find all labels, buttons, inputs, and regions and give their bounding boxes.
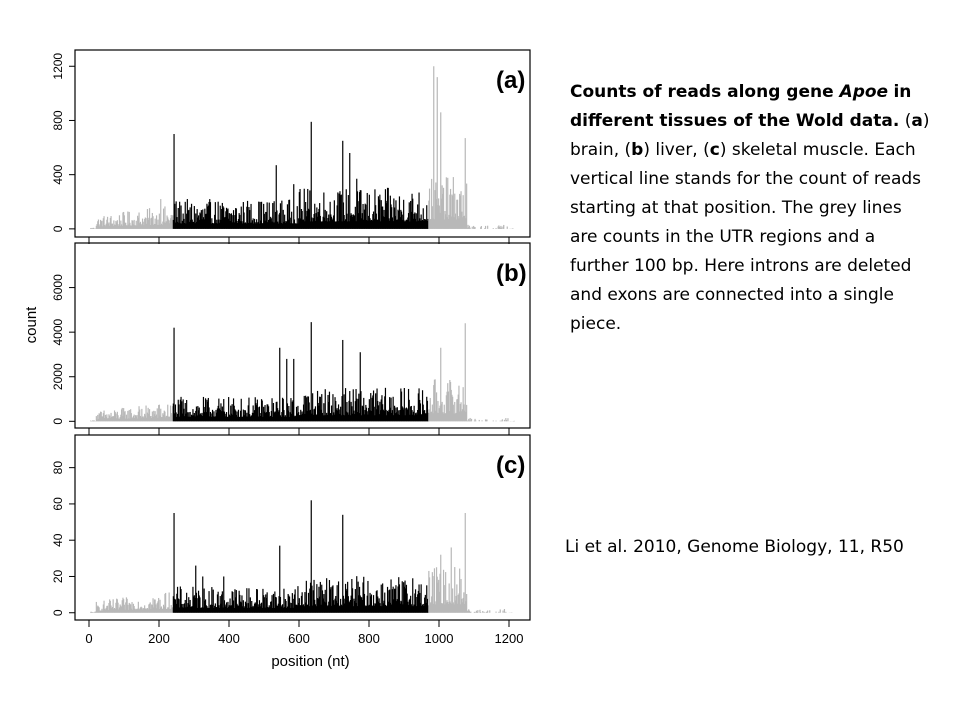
- x-tick-label: 0: [85, 631, 92, 646]
- citation: Li et al. 2010, Genome Biology, 11, R50: [565, 537, 904, 557]
- y-tick-label: 4000: [51, 318, 65, 345]
- read-count-chart: 04008001200(a)0200040006000(b)020406080(…: [23, 49, 531, 670]
- caption-label-b: b: [631, 140, 644, 160]
- caption-b-close: ) liver, (: [643, 140, 710, 160]
- figure-caption: Counts of reads along gene Apoe in diffe…: [570, 78, 930, 339]
- x-tick-label: 400: [218, 631, 240, 646]
- x-tick-label: 1000: [425, 631, 454, 646]
- y-tick-label: 800: [51, 110, 65, 130]
- caption-rest: ) skeletal muscle. Each vertical line st…: [570, 140, 922, 334]
- panel-label: (c): [496, 452, 525, 479]
- y-tick-label: 0: [51, 418, 65, 425]
- panel-frame: [74, 242, 531, 429]
- y-tick-label: 0: [51, 609, 65, 616]
- panel-frame: [74, 434, 531, 621]
- y-tick-label: 0: [51, 225, 65, 232]
- caption-line2: in different tissues of the Wold data.: [570, 82, 912, 131]
- y-tick-label: 6000: [51, 274, 65, 301]
- caption-a-close: ) brain, (: [570, 111, 930, 160]
- y-tick-label: 1200: [51, 53, 65, 80]
- caption-gene-name: Apoe: [839, 82, 889, 102]
- x-tick-label: 1200: [495, 631, 524, 646]
- panel-label: (b): [496, 260, 527, 287]
- y-tick-label: 60: [51, 497, 65, 511]
- x-tick-label: 800: [358, 631, 380, 646]
- y-axis-label: count: [23, 306, 40, 344]
- caption-label-a: a: [911, 111, 923, 131]
- caption-a-open: (: [899, 111, 912, 131]
- y-tick-label: 80: [51, 461, 65, 475]
- y-tick-label: 40: [51, 533, 65, 547]
- x-tick-label: 600: [288, 631, 310, 646]
- panel-label: (a): [496, 67, 525, 94]
- x-tick-label: 200: [148, 631, 170, 646]
- caption-line1: Counts of reads along gene: [570, 82, 840, 102]
- x-axis-label: position (nt): [271, 653, 349, 670]
- caption-label-c: c: [709, 140, 720, 160]
- panel-frame: [74, 49, 531, 238]
- y-tick-label: 2000: [51, 363, 65, 390]
- y-tick-label: 20: [51, 569, 65, 583]
- y-tick-label: 400: [51, 164, 65, 184]
